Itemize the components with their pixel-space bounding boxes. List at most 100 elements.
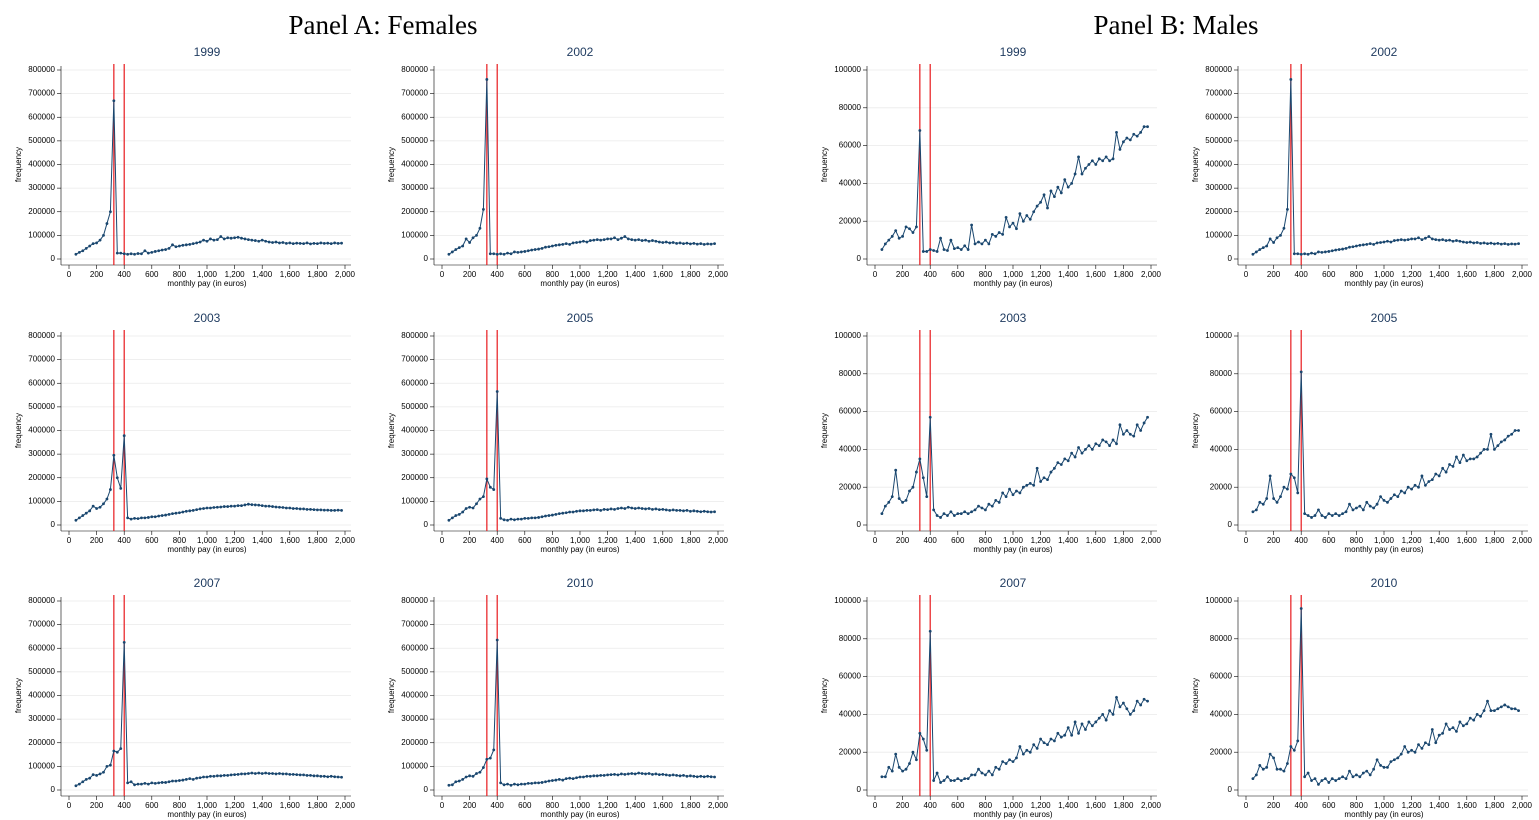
data-point bbox=[146, 782, 150, 786]
data-point bbox=[1039, 200, 1042, 204]
data-point bbox=[1025, 483, 1029, 487]
y-tick-label: 40000 bbox=[1210, 710, 1233, 719]
data-point bbox=[606, 773, 609, 777]
data-point bbox=[908, 489, 911, 493]
x-axis-label: monthly pay (in euros) bbox=[167, 279, 246, 288]
data-point bbox=[1261, 246, 1265, 250]
data-point bbox=[1410, 237, 1413, 241]
data-point bbox=[592, 238, 596, 242]
x-tick-label: 600 bbox=[145, 536, 159, 545]
y-tick-label: 40000 bbox=[839, 710, 862, 719]
data-point bbox=[288, 241, 292, 245]
data-point bbox=[623, 773, 627, 776]
data-point bbox=[1084, 166, 1087, 170]
data-point bbox=[644, 238, 647, 242]
data-point bbox=[133, 252, 136, 256]
data-point bbox=[1011, 493, 1015, 497]
data-point bbox=[184, 243, 188, 247]
x-tick-label: 400 bbox=[924, 801, 938, 810]
data-point bbox=[1279, 495, 1282, 499]
data-point bbox=[1496, 242, 1500, 245]
data-point bbox=[547, 245, 551, 249]
data-point bbox=[1080, 722, 1084, 726]
data-point bbox=[980, 771, 984, 775]
data-point bbox=[202, 507, 205, 510]
data-point bbox=[1251, 252, 1255, 256]
data-point bbox=[1444, 722, 1448, 726]
data-point bbox=[651, 773, 654, 776]
data-point bbox=[1479, 451, 1482, 455]
data-point bbox=[1132, 709, 1136, 713]
data-point bbox=[1135, 423, 1139, 427]
data-point bbox=[233, 504, 237, 508]
data-point bbox=[1115, 695, 1118, 699]
data-point bbox=[1513, 429, 1517, 432]
data-point bbox=[1334, 512, 1338, 516]
x-tick-label: 1,800 bbox=[1484, 270, 1505, 279]
data-point bbox=[592, 508, 596, 512]
data-point bbox=[702, 242, 706, 246]
x-tick-label: 1,600 bbox=[1086, 536, 1107, 545]
x-tick-label: 800 bbox=[173, 801, 187, 810]
data-point bbox=[1441, 466, 1445, 470]
data-point bbox=[1011, 221, 1015, 225]
chart-title: 2010 bbox=[1371, 576, 1398, 590]
x-tick-label: 1,200 bbox=[1031, 801, 1052, 810]
x-tick-label: 1,800 bbox=[1113, 270, 1134, 279]
data-point bbox=[195, 241, 199, 245]
data-point bbox=[946, 249, 949, 252]
data-point bbox=[1282, 769, 1286, 773]
data-point bbox=[568, 510, 572, 514]
data-point bbox=[606, 237, 609, 241]
data-point bbox=[478, 770, 482, 774]
x-tick-label: 0 bbox=[440, 270, 445, 279]
data-point bbox=[1503, 242, 1507, 246]
data-point bbox=[1073, 455, 1077, 459]
data-point bbox=[1382, 499, 1386, 502]
y-tick-label: 400000 bbox=[28, 160, 55, 169]
y-tick-label: 300000 bbox=[1205, 183, 1232, 192]
data-point bbox=[160, 248, 164, 252]
x-tick-label: 1,000 bbox=[1003, 270, 1024, 279]
data-point bbox=[302, 507, 305, 511]
y-tick-label: 60000 bbox=[1210, 407, 1233, 416]
data-point bbox=[181, 510, 185, 514]
y-tick-label: 20000 bbox=[1210, 747, 1233, 756]
x-tick-label: 2,000 bbox=[335, 801, 356, 810]
data-point bbox=[247, 772, 250, 775]
x-tick-label: 1,200 bbox=[225, 536, 246, 545]
data-point bbox=[901, 234, 904, 238]
x-axis-label: monthly pay (in euros) bbox=[167, 545, 246, 554]
x-tick-label: 2,000 bbox=[1512, 270, 1533, 279]
data-point bbox=[651, 508, 654, 511]
x-tick-label: 800 bbox=[979, 801, 993, 810]
data-point bbox=[1482, 448, 1486, 451]
data-point bbox=[1389, 240, 1393, 244]
data-point bbox=[526, 516, 530, 520]
x-tick-label: 1,400 bbox=[1429, 536, 1450, 545]
data-point bbox=[1403, 238, 1407, 242]
data-point bbox=[502, 518, 506, 522]
data-point bbox=[126, 516, 130, 520]
data-point bbox=[966, 512, 970, 516]
data-point bbox=[274, 505, 278, 509]
data-point bbox=[678, 241, 682, 245]
data-point bbox=[1032, 483, 1036, 487]
data-point bbox=[582, 239, 585, 243]
y-tick-label: 700000 bbox=[1205, 89, 1232, 98]
x-axis-label: monthly pay (in euros) bbox=[1344, 545, 1423, 554]
data-point bbox=[1365, 500, 1369, 504]
data-point bbox=[675, 773, 678, 777]
data-point bbox=[150, 781, 154, 785]
data-point bbox=[288, 506, 292, 510]
data-point bbox=[122, 640, 126, 644]
x-tick-label: 400 bbox=[1295, 801, 1309, 810]
data-point bbox=[222, 505, 226, 508]
data-point bbox=[1104, 155, 1108, 159]
y-tick-label: 0 bbox=[424, 520, 429, 529]
chart-title: 2010 bbox=[567, 576, 594, 590]
data-point bbox=[1382, 765, 1386, 769]
data-point bbox=[202, 238, 205, 242]
x-axis-label: monthly pay (in euros) bbox=[540, 810, 619, 819]
data-point bbox=[1004, 495, 1008, 499]
